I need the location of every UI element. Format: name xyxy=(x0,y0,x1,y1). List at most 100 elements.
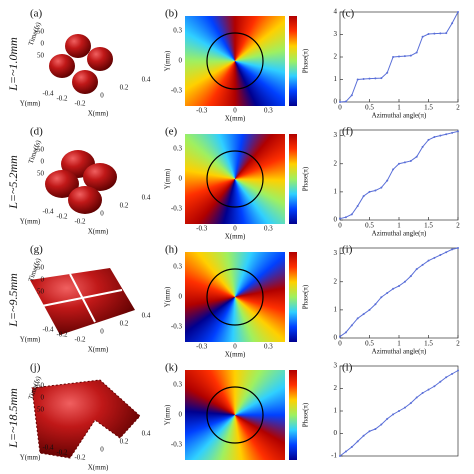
point xyxy=(380,296,383,299)
tick-label: -0.2 xyxy=(74,218,86,226)
tick-label: 0.4 xyxy=(142,430,151,438)
tick-label: 0 xyxy=(41,394,45,402)
point xyxy=(445,133,448,136)
point xyxy=(421,392,424,394)
y-tick-label: 1 xyxy=(334,305,338,313)
point xyxy=(427,138,430,141)
y-tick-label: 0.3 xyxy=(173,263,182,271)
tick-label: 50 xyxy=(37,52,45,60)
point xyxy=(368,77,371,80)
point xyxy=(386,71,389,74)
tick-label: -0.2 xyxy=(74,100,86,108)
y-tick-label: 3 xyxy=(334,249,338,257)
x-tick-label: 0 xyxy=(233,225,237,233)
x-tick-label: -0.3 xyxy=(196,107,208,115)
y-tick-label: 0 xyxy=(179,411,183,419)
y-tick-label: 0 xyxy=(334,429,338,437)
point xyxy=(433,32,436,35)
y-tick-label: 0 xyxy=(179,57,183,65)
y-tick-label: 3 xyxy=(334,362,338,370)
isosurface xyxy=(49,34,113,94)
point xyxy=(344,216,347,219)
point xyxy=(409,275,412,278)
point xyxy=(409,54,412,57)
point xyxy=(344,100,347,103)
point xyxy=(427,388,430,391)
x-tick-label: 1 xyxy=(397,104,401,112)
point xyxy=(368,430,371,433)
axis-label: X(mm) xyxy=(88,464,109,472)
x-tick-label: 0.3 xyxy=(264,343,273,351)
tick-label: -0.4 xyxy=(42,326,54,334)
y-tick-label: 1 xyxy=(334,407,338,415)
blob xyxy=(87,47,113,71)
colorbar xyxy=(289,16,297,106)
plot-frame xyxy=(339,247,459,339)
tick-label: -0.4 xyxy=(42,90,54,98)
tick-label: 0.2 xyxy=(120,438,129,446)
point xyxy=(398,284,400,287)
point xyxy=(386,179,389,182)
isosurface xyxy=(30,268,135,335)
y-tick-label: -1 xyxy=(331,452,337,460)
point xyxy=(386,292,389,294)
point xyxy=(445,32,448,35)
line xyxy=(339,247,459,338)
panel-label: (e) xyxy=(165,126,178,138)
point xyxy=(344,450,347,453)
point xyxy=(457,369,459,372)
ring xyxy=(206,386,264,444)
point xyxy=(339,455,341,457)
point xyxy=(451,22,454,25)
point xyxy=(350,213,353,216)
y-tick-label: 0 xyxy=(179,293,183,301)
point xyxy=(392,287,395,290)
y-tick-label: -0.3 xyxy=(171,441,183,449)
ring xyxy=(206,268,264,326)
isosurface xyxy=(31,379,141,459)
point xyxy=(409,159,412,162)
axis-label: Y(mm) xyxy=(164,404,172,425)
tick-label: 50 xyxy=(37,406,45,414)
y-tick-label: 4 xyxy=(334,8,338,16)
x-tick-label: 2 xyxy=(456,222,460,230)
tick-label: 0 xyxy=(100,328,104,336)
point xyxy=(356,317,359,320)
axis-label: Y(mm) xyxy=(20,100,41,108)
point xyxy=(403,406,406,409)
ring xyxy=(206,32,264,90)
point xyxy=(439,134,442,137)
point xyxy=(439,380,442,383)
x-tick-label: 0 xyxy=(338,222,342,230)
tick-label: -50 xyxy=(35,146,45,154)
y-tick-label: 0 xyxy=(334,334,338,342)
point xyxy=(350,324,353,327)
colorbar xyxy=(289,134,297,224)
point xyxy=(374,189,377,192)
panel-label: (h) xyxy=(165,244,178,256)
phase-map xyxy=(185,134,285,224)
isosurface xyxy=(45,150,117,214)
colorbar xyxy=(289,370,297,460)
tick-label: 0 xyxy=(100,92,104,100)
tick-label: -0.2 xyxy=(56,95,68,103)
colorbar-label: Phase(π) xyxy=(302,284,310,309)
axis-label: Y(mm) xyxy=(20,454,41,462)
panel-label: (i) xyxy=(342,244,353,256)
point xyxy=(427,259,430,262)
x-tick-label: 1.5 xyxy=(424,340,433,348)
point xyxy=(445,251,448,254)
row-label: L=~1.0mm xyxy=(6,37,20,92)
tick-label: 0.2 xyxy=(120,202,129,210)
y-tick-label: 0 xyxy=(334,216,338,224)
y-tick-label: 0 xyxy=(179,175,183,183)
point xyxy=(398,55,400,58)
axis-label: X(mm) xyxy=(225,351,246,359)
phase-map xyxy=(185,16,285,106)
panel-label: (f) xyxy=(342,126,353,138)
x-tick-label: 0.5 xyxy=(365,222,374,230)
axis-label: Y(mm) xyxy=(20,218,41,226)
tick-label: 0.2 xyxy=(120,320,129,328)
